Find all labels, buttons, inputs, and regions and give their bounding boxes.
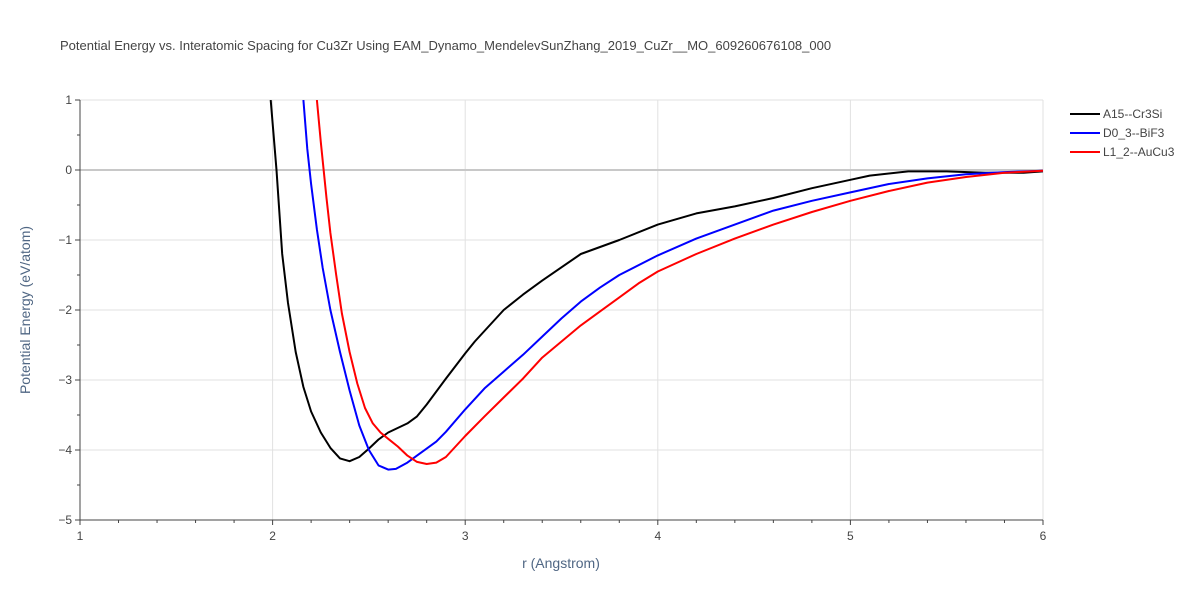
- x-tick-label: 1: [77, 529, 84, 543]
- y-tick-label: −4: [58, 443, 72, 457]
- series-line-3: [315, 100, 1043, 465]
- x-tick-label: 4: [654, 529, 661, 543]
- legend-label: A15--Cr3Si: [1103, 107, 1162, 121]
- x-tick-label: 2: [269, 529, 276, 543]
- y-tick-label: 0: [65, 163, 72, 177]
- grid-layer: [80, 99, 1044, 520]
- legend-label: D0_3--BiF3: [1103, 126, 1165, 140]
- legend: A15--Cr3Si D0_3--BiF3 L1_2--AuCu3: [1070, 107, 1175, 159]
- y-axis-title: Potential Energy (eV/atom): [17, 226, 33, 394]
- tick-label-layer: 1 2 3 4 5 6 1 0 −1 −2 −3 −4 −5: [58, 93, 1046, 543]
- y-tick-label: −2: [58, 303, 72, 317]
- chart-title: Potential Energy vs. Interatomic Spacing…: [60, 38, 831, 53]
- series-layer: [269, 100, 1043, 471]
- y-tick-label: 1: [65, 93, 72, 107]
- series-line-2: [302, 100, 1043, 471]
- y-tick-label: −5: [58, 513, 72, 527]
- x-tick-label: 5: [847, 529, 854, 543]
- legend-label: L1_2--AuCu3: [1103, 145, 1175, 159]
- x-tick-label: 3: [462, 529, 469, 543]
- x-axis-title: r (Angstrom): [522, 555, 600, 571]
- series-line-1: [269, 100, 1043, 463]
- y-tick-label: −1: [58, 233, 72, 247]
- y-tick-label: −3: [58, 373, 72, 387]
- x-tick-label: 6: [1040, 529, 1047, 543]
- axis-layer: [75, 99, 1044, 525]
